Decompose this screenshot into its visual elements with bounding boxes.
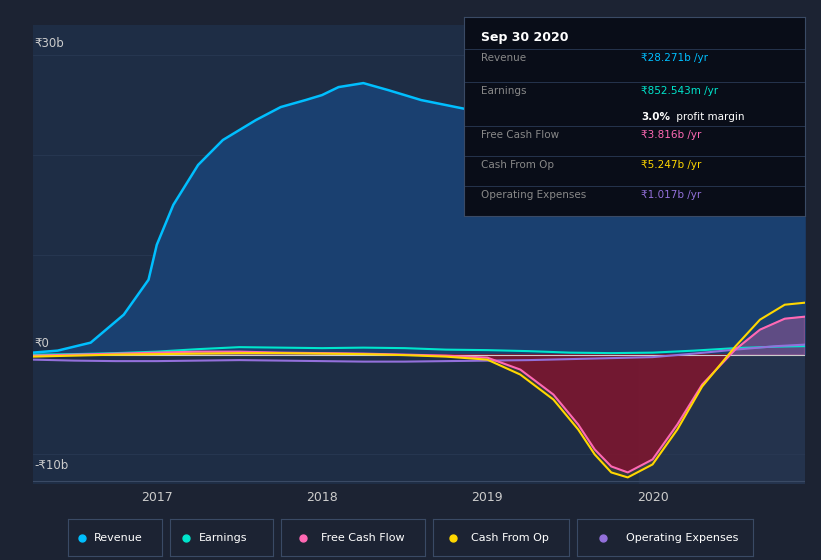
Text: Cash From Op: Cash From Op: [471, 533, 549, 543]
Text: Earnings: Earnings: [199, 533, 248, 543]
Text: ₹5.247b /yr: ₹5.247b /yr: [641, 160, 701, 170]
Text: ₹30b: ₹30b: [34, 37, 64, 50]
Text: Earnings: Earnings: [481, 86, 526, 96]
Text: Operating Expenses: Operating Expenses: [626, 533, 739, 543]
Text: Sep 30 2020: Sep 30 2020: [481, 31, 568, 44]
Text: Revenue: Revenue: [94, 533, 143, 543]
Text: ₹3.816b /yr: ₹3.816b /yr: [641, 130, 701, 140]
Text: Cash From Op: Cash From Op: [481, 160, 554, 170]
Text: ₹28.271b /yr: ₹28.271b /yr: [641, 53, 708, 63]
Text: Free Cash Flow: Free Cash Flow: [321, 533, 405, 543]
Text: ₹1.017b /yr: ₹1.017b /yr: [641, 190, 701, 200]
Text: Free Cash Flow: Free Cash Flow: [481, 130, 559, 140]
Text: -₹10b: -₹10b: [34, 459, 69, 473]
Text: ₹852.543m /yr: ₹852.543m /yr: [641, 86, 718, 96]
Text: ₹0: ₹0: [34, 337, 49, 349]
Text: Operating Expenses: Operating Expenses: [481, 190, 586, 200]
Text: 3.0%: 3.0%: [641, 112, 670, 122]
Bar: [640, 25, 805, 484]
Text: Revenue: Revenue: [481, 53, 526, 63]
Text: profit margin: profit margin: [673, 112, 745, 122]
